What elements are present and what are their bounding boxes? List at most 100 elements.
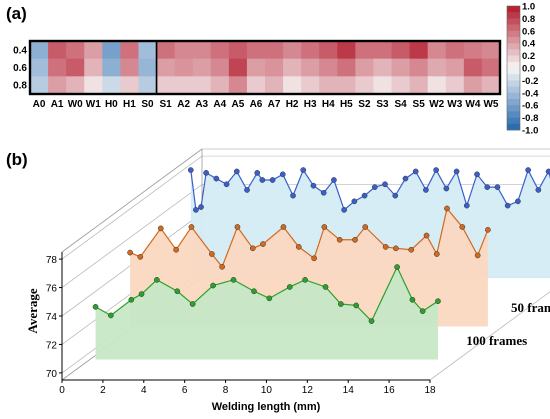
series-point bbox=[128, 296, 135, 303]
heatmap-cell-A3-0.8 bbox=[192, 76, 212, 95]
series-point bbox=[408, 246, 415, 253]
x-tick-label: 0 bbox=[59, 385, 65, 396]
colorbar-tick-label: 0.0 bbox=[522, 64, 535, 75]
series-point bbox=[300, 167, 307, 173]
heatmap-cell-A1-0.8 bbox=[48, 76, 67, 95]
heatmap-cell-W5-0.4 bbox=[481, 41, 501, 60]
series-point bbox=[320, 189, 327, 196]
heatmap-cell-H0-0.6 bbox=[102, 58, 121, 77]
series-point bbox=[198, 204, 204, 210]
colorbar-segment bbox=[507, 92, 520, 100]
colorbar-segment bbox=[507, 24, 520, 32]
series-point bbox=[525, 167, 531, 173]
heatmap-cell-W5-0.6 bbox=[481, 58, 501, 77]
heatmap-cell-S4-0.8 bbox=[391, 76, 411, 95]
heatmap-cell-W0-0.8 bbox=[66, 76, 85, 95]
y-axis-title: Average bbox=[25, 288, 40, 333]
heatmap-cell-W4-0.6 bbox=[463, 58, 483, 77]
heatmap-cell-A4-0.6 bbox=[210, 58, 230, 77]
colorbar-segment bbox=[507, 12, 520, 19]
series-point bbox=[351, 198, 358, 205]
series-point bbox=[484, 184, 491, 190]
series-point bbox=[260, 241, 266, 247]
series-point bbox=[423, 232, 430, 239]
heatmap-cell-S4-0.4 bbox=[391, 41, 411, 60]
heatmap-cell-A5-0.4 bbox=[228, 41, 248, 60]
x-tick-label: 12 bbox=[302, 385, 314, 396]
heatmap-cell-A1-0.6 bbox=[48, 58, 67, 77]
box-edge bbox=[429, 291, 550, 381]
heatmap-cell-W1-0.8 bbox=[84, 76, 103, 95]
heatmap-x-label: A3 bbox=[195, 99, 208, 110]
series-point bbox=[485, 226, 491, 233]
heatmap-cell-H4-0.4 bbox=[319, 41, 338, 60]
heatmap-cell-S1-0.8 bbox=[156, 76, 176, 95]
heatmap-cell-H4-0.6 bbox=[319, 58, 338, 77]
colorbar-segment bbox=[507, 6, 520, 13]
colorbar-segment bbox=[507, 123, 520, 131]
heatmap-cell-H3-0.4 bbox=[301, 41, 320, 60]
series-point bbox=[286, 284, 293, 290]
heatmap-cell-A7-0.4 bbox=[265, 41, 284, 60]
x-tick-label: 10 bbox=[261, 385, 273, 396]
heatmap-block-outline bbox=[155, 40, 501, 95]
series-point bbox=[311, 255, 317, 262]
x-tick-label: 14 bbox=[343, 385, 355, 396]
series-point bbox=[494, 184, 501, 190]
x-tick-label: 6 bbox=[182, 385, 188, 396]
heatmap-cell-S5-0.4 bbox=[409, 41, 429, 60]
series-point bbox=[463, 202, 470, 209]
heatmap-cell-W2-0.4 bbox=[427, 41, 447, 60]
series-point bbox=[443, 185, 450, 192]
heatmap-cell-S3-0.6 bbox=[373, 58, 392, 77]
heatmap-cell-A5-0.8 bbox=[228, 76, 248, 95]
series-point bbox=[371, 184, 378, 190]
heatmap-x-label: W4 bbox=[465, 99, 480, 110]
heatmap-x-label: H1 bbox=[123, 99, 136, 110]
colorbar-tick-label: -0.6 bbox=[522, 101, 538, 112]
colorbar-frame bbox=[506, 5, 521, 131]
colorbar-segment bbox=[507, 37, 520, 44]
series-point bbox=[353, 302, 360, 309]
series-point bbox=[392, 192, 399, 199]
heatmap-cell-A1-0.4 bbox=[48, 41, 67, 60]
heatmap-cell-H1-0.8 bbox=[120, 76, 139, 95]
heatmap-x-label: S0 bbox=[141, 99, 154, 110]
series-point bbox=[402, 175, 409, 182]
heatmap-cell-H2-0.4 bbox=[283, 41, 302, 60]
colorbar-segment bbox=[507, 117, 520, 125]
series-point bbox=[361, 192, 368, 199]
colorbar-tick-label: 0.6 bbox=[522, 26, 535, 37]
heatmap-cell-S1-0.4 bbox=[156, 41, 176, 60]
series-point bbox=[203, 170, 209, 176]
series-point bbox=[219, 263, 225, 270]
grid-line bbox=[61, 184, 203, 288]
heatmap-cell-W1-0.6 bbox=[84, 58, 103, 77]
series-point bbox=[535, 187, 542, 193]
colorbar-segment bbox=[507, 18, 520, 25]
series-point bbox=[310, 182, 317, 189]
heatmap-x-label: S1 bbox=[159, 99, 172, 110]
series-label: 100 frames bbox=[466, 333, 527, 348]
heatmap-x-label: W0 bbox=[68, 99, 83, 110]
colorbar-segment bbox=[507, 74, 520, 81]
series-point bbox=[138, 291, 145, 297]
heatmap-cell-A3-0.6 bbox=[192, 58, 212, 77]
heatmap-cell-A6-0.8 bbox=[246, 76, 266, 95]
series-point bbox=[210, 282, 216, 289]
series-point bbox=[368, 318, 375, 324]
heatmap-x-label: A5 bbox=[231, 99, 244, 110]
colorbar-segment bbox=[507, 105, 520, 112]
series-point bbox=[213, 175, 220, 182]
y-tick-label: 74 bbox=[46, 312, 58, 323]
heatmap-cell-H5-0.8 bbox=[337, 76, 356, 95]
heatmap-cell-H4-0.8 bbox=[319, 76, 338, 95]
heatmap-cell-A5-0.6 bbox=[228, 58, 248, 77]
heatmap-x-label: H2 bbox=[286, 99, 299, 110]
series-line-25-frames bbox=[190, 168, 550, 211]
heatmap-x-label: W1 bbox=[86, 99, 101, 110]
heatmap-cell-A2-0.4 bbox=[174, 41, 194, 60]
series-point bbox=[453, 168, 460, 175]
series-point bbox=[412, 168, 419, 175]
colorbar-segment bbox=[507, 30, 520, 38]
